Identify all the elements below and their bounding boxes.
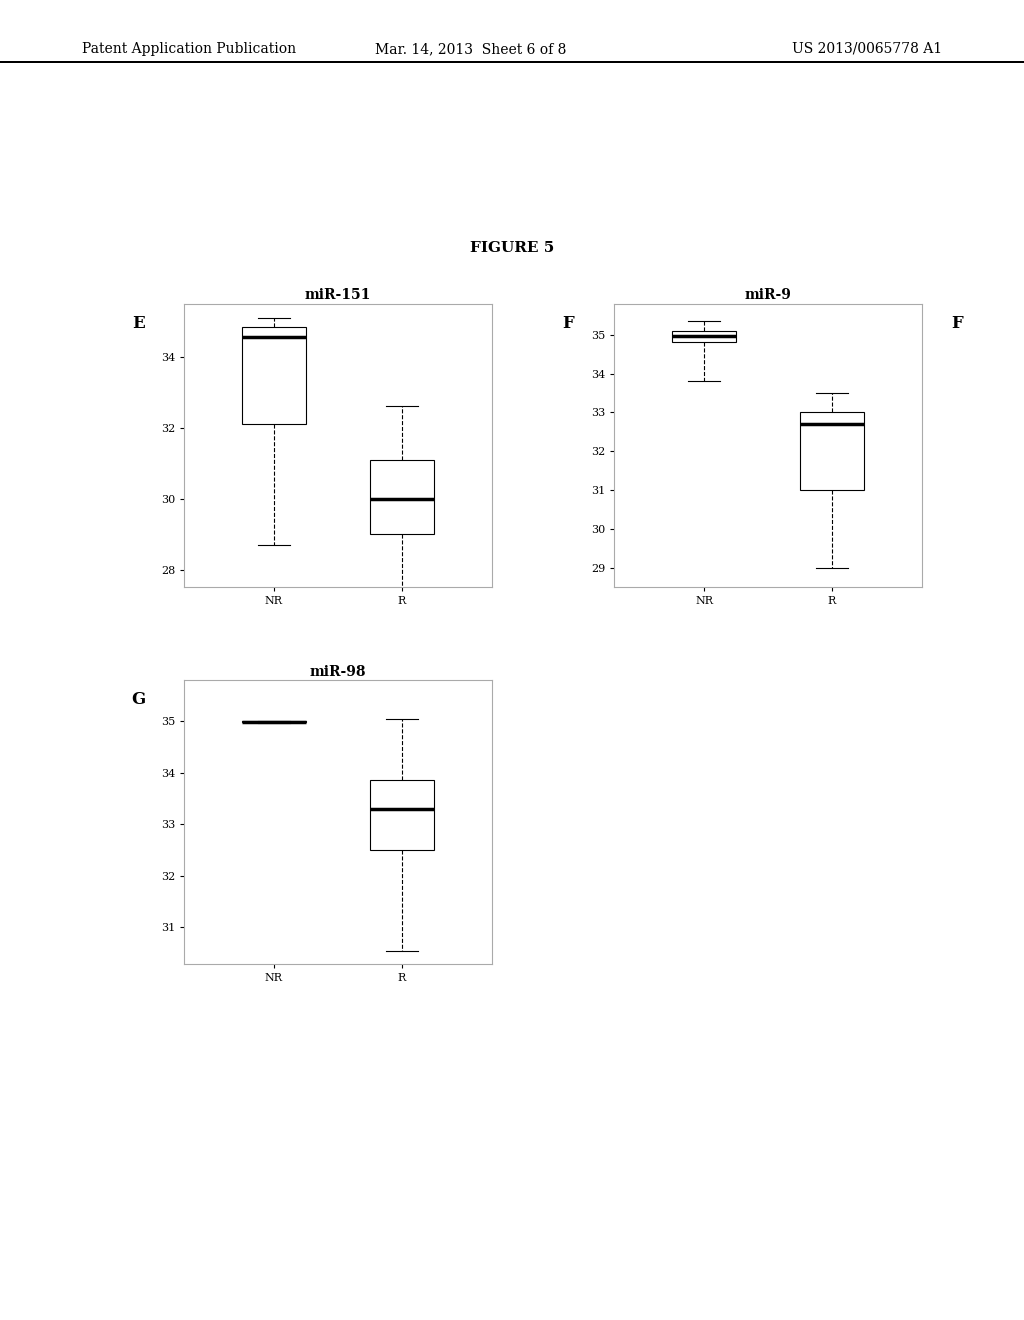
Title: miR-98: miR-98 [309,665,367,678]
Text: US 2013/0065778 A1: US 2013/0065778 A1 [792,42,942,55]
Text: FIGURE 5: FIGURE 5 [470,242,554,255]
Text: E: E [132,315,144,331]
Text: G: G [131,692,145,708]
PathPatch shape [370,780,434,850]
Title: miR-9: miR-9 [744,289,792,302]
PathPatch shape [672,331,736,342]
Text: Mar. 14, 2013  Sheet 6 of 8: Mar. 14, 2013 Sheet 6 of 8 [376,42,566,55]
PathPatch shape [800,412,864,490]
Title: miR-151: miR-151 [305,289,371,302]
Text: Patent Application Publication: Patent Application Publication [82,42,296,55]
Text: F: F [562,315,574,331]
Text: F: F [951,315,964,331]
PathPatch shape [370,459,434,535]
PathPatch shape [242,326,306,424]
